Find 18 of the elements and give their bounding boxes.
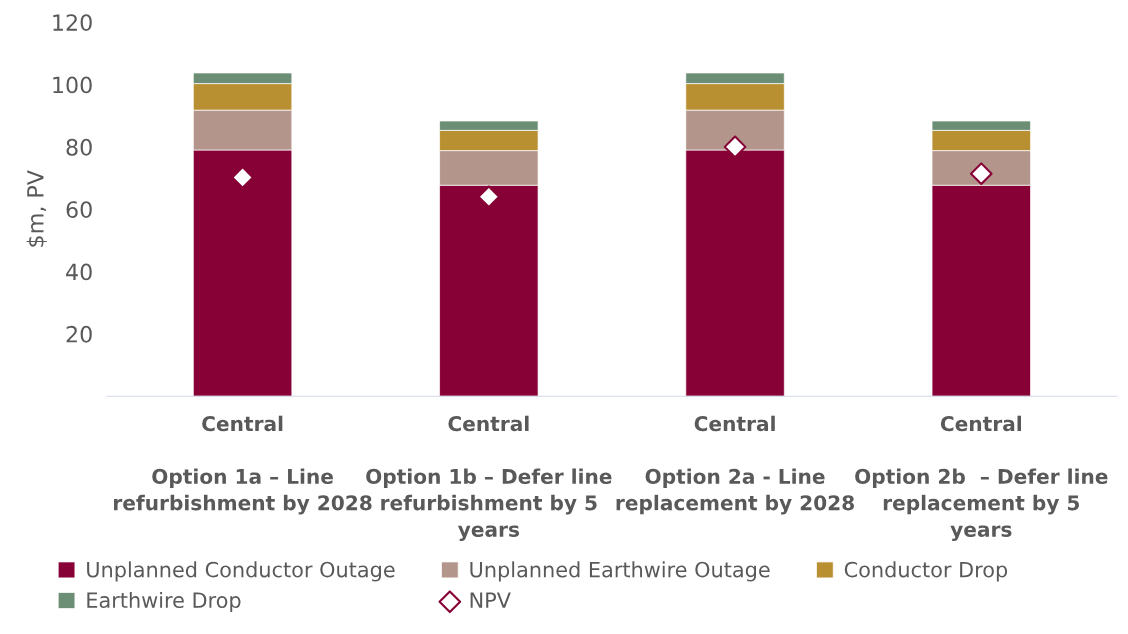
legend-label: NPV [470, 592, 511, 608]
y-tick-label: 120 [53, 14, 92, 31]
y-tick-label: 100 [53, 76, 92, 94]
legend-label: Unplanned Conductor Outage [87, 561, 395, 582]
point [477, 185, 501, 209]
y-tick-label: 20 [66, 325, 92, 343]
category-label: Central Option 2a - Line replacement by 2028 [616, 415, 854, 515]
point [723, 135, 747, 159]
legend-label: Unplanned Earthwire Outage [470, 561, 770, 582]
y-axis-title: $m, PV [26, 170, 47, 247]
category-label: Central Option 2b – Defer line replacement by 5 years [855, 415, 1108, 542]
y-tick-label: 80 [66, 138, 92, 156]
legend-label: Conductor Drop [844, 561, 1008, 582]
legend-label: Earthwire Drop [87, 591, 241, 613]
y-tick-label: 40 [66, 263, 92, 281]
y-tick-label: 60 [66, 201, 92, 218]
point [231, 166, 254, 189]
point [969, 162, 993, 186]
